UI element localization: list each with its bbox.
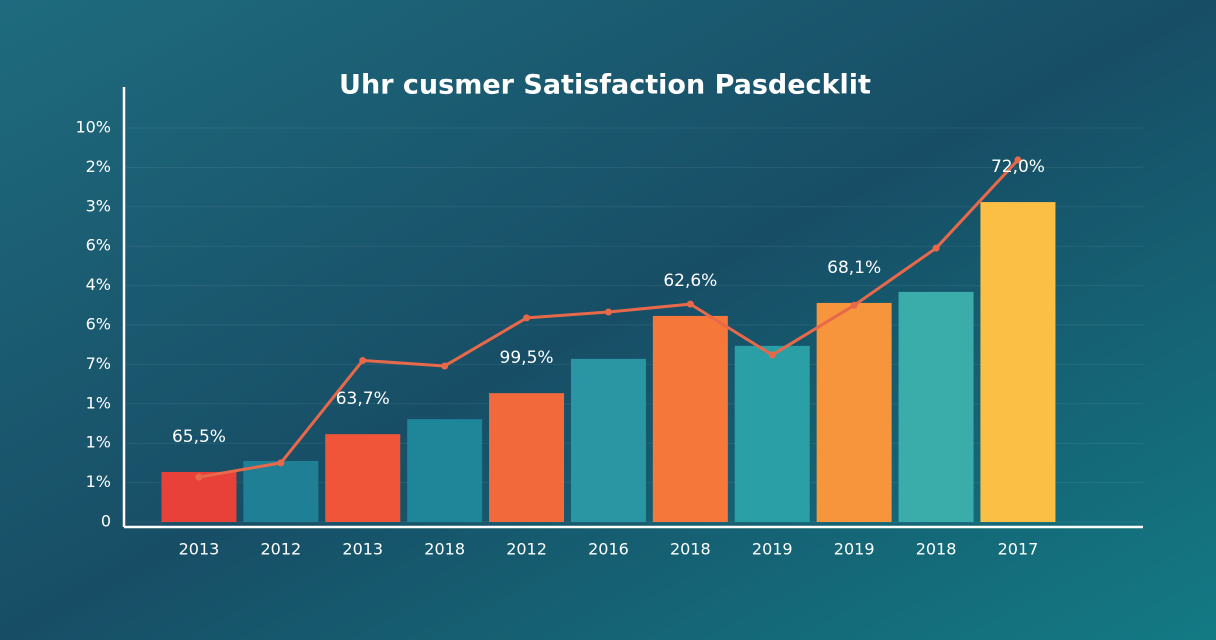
y-tick-label: 1% xyxy=(86,472,111,491)
bar xyxy=(652,315,728,522)
bar xyxy=(325,434,401,522)
trend-point xyxy=(359,356,367,364)
y-tick-label: 6% xyxy=(86,315,111,334)
y-tick-label: 1% xyxy=(86,393,111,412)
x-tick-label: 2013 xyxy=(179,540,220,559)
bar xyxy=(816,302,892,522)
trend-point xyxy=(768,351,776,359)
y-tick-label: 2% xyxy=(86,157,111,176)
data-label: 72,0% xyxy=(991,157,1045,177)
bar xyxy=(980,202,1056,522)
x-tick-label: 2019 xyxy=(752,540,793,559)
bar xyxy=(407,419,483,522)
bar xyxy=(243,460,319,522)
x-tick-label: 2016 xyxy=(588,540,629,559)
chart-title: Uhr cusmer Satisfaction Pasdecklit xyxy=(339,70,871,101)
bar xyxy=(898,291,974,522)
y-tick-label: 7% xyxy=(86,354,111,373)
data-label: 63,7% xyxy=(336,389,390,409)
data-label: 65,5% xyxy=(172,427,226,447)
y-tick-label: 3% xyxy=(86,196,111,215)
x-tick-label: 2017 xyxy=(998,540,1039,559)
trend-point xyxy=(932,244,940,252)
x-tick-label: 2018 xyxy=(670,540,711,559)
y-tick-label: 1% xyxy=(86,433,111,452)
trend-point xyxy=(523,314,531,322)
y-tick-label: 6% xyxy=(86,236,111,255)
trend-point xyxy=(1014,156,1022,164)
trend-point xyxy=(604,308,612,316)
data-label: 68,1% xyxy=(827,258,881,278)
bar xyxy=(570,358,646,522)
bar xyxy=(734,345,810,522)
x-tick-label: 2018 xyxy=(424,540,465,559)
data-label: 99,5% xyxy=(500,348,554,368)
y-tick-label: 4% xyxy=(86,275,111,294)
trend-point xyxy=(195,473,203,481)
x-tick-label: 2018 xyxy=(916,540,957,559)
trend-point xyxy=(686,300,694,308)
x-tick-label: 2013 xyxy=(342,540,383,559)
data-label: 62,6% xyxy=(663,271,717,291)
x-tick-label: 2012 xyxy=(260,540,301,559)
y-tick-label: 10% xyxy=(75,118,111,137)
x-tick-label: 2012 xyxy=(506,540,547,559)
x-tick-label: 2019 xyxy=(834,540,875,559)
y-tick-label: 0 xyxy=(101,512,111,531)
trend-point xyxy=(850,301,858,309)
bar xyxy=(489,393,565,522)
trend-point xyxy=(441,362,449,370)
trend-point xyxy=(277,459,285,467)
